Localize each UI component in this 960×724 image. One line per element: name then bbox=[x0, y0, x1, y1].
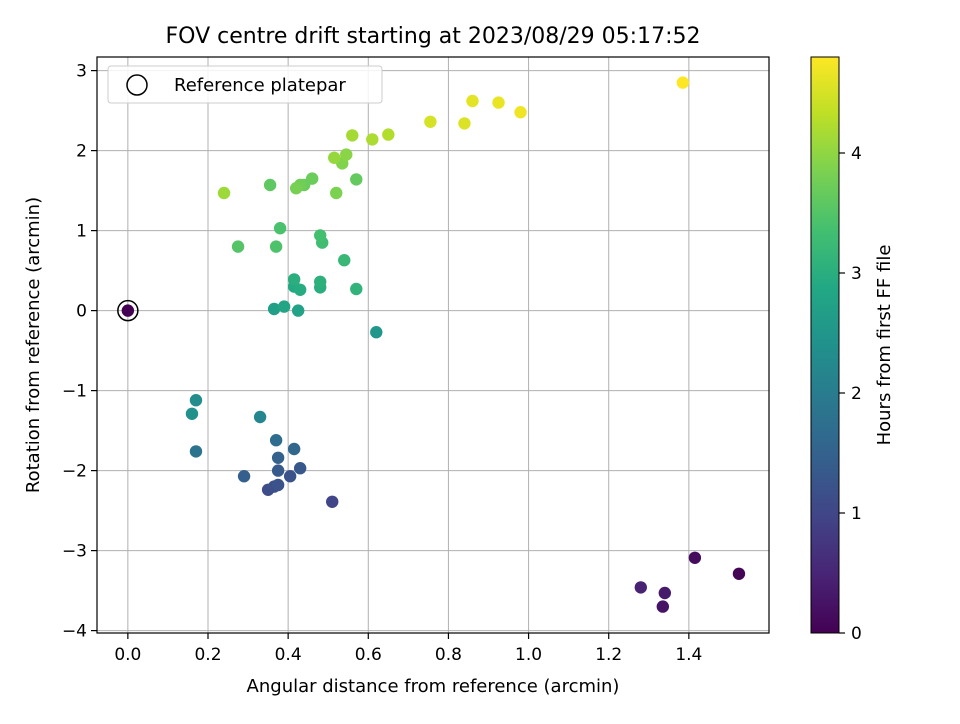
colorbar: 0 1 2 3 4 Hours from first FF file bbox=[810, 56, 895, 644]
y-axis-label: Rotation from reference (arcmin) bbox=[23, 197, 44, 493]
data-point bbox=[340, 148, 353, 161]
data-point bbox=[656, 600, 670, 613]
data-point bbox=[273, 222, 287, 235]
x-tick-label: 0.8 bbox=[435, 645, 462, 665]
data-point bbox=[676, 76, 690, 89]
data-point bbox=[121, 304, 135, 317]
data-point bbox=[658, 586, 672, 600]
x-tick-label: 1.0 bbox=[515, 645, 542, 665]
data-point bbox=[217, 186, 231, 200]
data-point bbox=[732, 567, 746, 580]
data-point bbox=[346, 129, 359, 142]
colorbar-tick-label: 4 bbox=[851, 144, 862, 164]
grid-lines bbox=[97, 57, 769, 633]
legend-label: Reference platepar bbox=[174, 75, 346, 96]
data-point bbox=[269, 434, 283, 447]
data-point bbox=[458, 117, 471, 130]
data-point bbox=[370, 326, 383, 339]
y-axis-ticks: −4 −3 −2 −1 0 1 2 3 bbox=[62, 62, 97, 642]
x-tick-label: 1.2 bbox=[595, 645, 622, 665]
data-point bbox=[269, 240, 283, 253]
y-tick-label: −1 bbox=[62, 382, 87, 402]
data-point bbox=[185, 407, 199, 420]
data-point bbox=[293, 462, 307, 475]
colorbar-tick-label: 1 bbox=[851, 504, 862, 524]
data-point bbox=[634, 581, 647, 594]
data-point bbox=[271, 451, 285, 464]
y-tick-label: −4 bbox=[62, 622, 87, 642]
x-tick-label: 0.0 bbox=[114, 645, 141, 665]
data-point bbox=[271, 478, 285, 492]
data-point bbox=[338, 254, 351, 267]
legend-box bbox=[107, 65, 383, 104]
colorbar-tick-label: 2 bbox=[851, 384, 862, 404]
data-point bbox=[313, 275, 327, 288]
y-tick-label: 3 bbox=[76, 62, 87, 82]
y-tick-label: −3 bbox=[62, 542, 87, 562]
legend: Reference platepar bbox=[107, 65, 383, 104]
data-point bbox=[382, 128, 395, 141]
plot-frame bbox=[96, 56, 770, 634]
x-tick-label: 1.4 bbox=[675, 645, 702, 665]
data-point bbox=[189, 394, 203, 407]
data-point bbox=[289, 182, 303, 195]
data-point bbox=[688, 551, 702, 564]
colorbar-tick-label: 3 bbox=[851, 264, 862, 284]
data-point bbox=[350, 173, 363, 186]
x-tick-label: 0.4 bbox=[275, 645, 302, 665]
x-axis-label: Angular distance from reference (arcmin) bbox=[247, 676, 620, 697]
y-tick-label: 1 bbox=[76, 222, 87, 242]
data-point bbox=[330, 186, 343, 200]
data-point bbox=[350, 282, 363, 296]
data-point bbox=[514, 106, 527, 119]
data-point bbox=[466, 94, 479, 108]
x-axis-ticks: 0.0 0.2 0.4 0.6 0.8 1.0 1.2 1.4 bbox=[114, 633, 702, 665]
data-point bbox=[237, 470, 251, 483]
data-point bbox=[293, 283, 307, 296]
data-point bbox=[287, 273, 301, 286]
data-point bbox=[326, 495, 339, 508]
data-point bbox=[328, 151, 341, 164]
data-point bbox=[271, 464, 285, 477]
data-point bbox=[189, 445, 203, 458]
data-point bbox=[313, 229, 327, 242]
data-point bbox=[287, 442, 301, 456]
data-point bbox=[424, 115, 437, 128]
chart-title: FOV centre drift starting at 2023/08/29 … bbox=[166, 24, 701, 49]
data-point bbox=[231, 240, 245, 253]
data-point bbox=[283, 470, 297, 483]
data-point bbox=[492, 96, 505, 109]
reference-platepar-marker bbox=[117, 299, 139, 322]
colorbar-label: Hours from first FF file bbox=[874, 245, 895, 446]
colorbar-gradient bbox=[810, 56, 840, 634]
y-tick-label: 0 bbox=[76, 302, 87, 322]
data-point bbox=[277, 300, 291, 313]
y-tick-label: −2 bbox=[62, 462, 87, 482]
legend-reference-marker bbox=[126, 74, 148, 96]
data-point bbox=[267, 302, 281, 316]
data-points bbox=[117, 76, 746, 613]
data-point bbox=[253, 410, 267, 424]
x-tick-label: 0.6 bbox=[355, 645, 382, 665]
colorbar-tick-label: 0 bbox=[851, 624, 862, 644]
data-point bbox=[291, 304, 305, 317]
colorbar-ticks: 0 1 2 3 4 bbox=[839, 144, 862, 644]
data-point bbox=[366, 133, 379, 146]
data-point bbox=[263, 178, 277, 192]
y-tick-label: 2 bbox=[76, 142, 87, 162]
x-tick-label: 0.2 bbox=[194, 645, 221, 665]
